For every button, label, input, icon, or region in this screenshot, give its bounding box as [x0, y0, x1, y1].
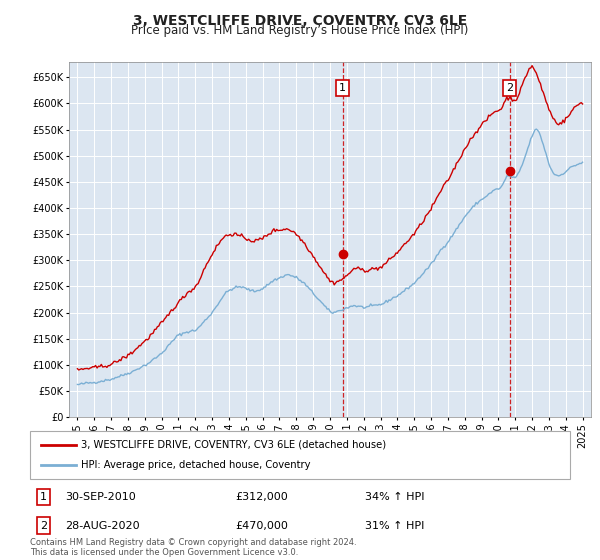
Text: 34% ↑ HPI: 34% ↑ HPI: [365, 492, 424, 502]
Text: 1: 1: [40, 492, 47, 502]
Text: 1: 1: [339, 83, 346, 93]
Text: 30-SEP-2010: 30-SEP-2010: [65, 492, 136, 502]
Text: 3, WESTCLIFFE DRIVE, COVENTRY, CV3 6LE: 3, WESTCLIFFE DRIVE, COVENTRY, CV3 6LE: [133, 14, 467, 28]
Text: Price paid vs. HM Land Registry’s House Price Index (HPI): Price paid vs. HM Land Registry’s House …: [131, 24, 469, 37]
Text: 31% ↑ HPI: 31% ↑ HPI: [365, 521, 424, 530]
Text: Contains HM Land Registry data © Crown copyright and database right 2024.
This d: Contains HM Land Registry data © Crown c…: [30, 538, 356, 557]
Text: 3, WESTCLIFFE DRIVE, COVENTRY, CV3 6LE (detached house): 3, WESTCLIFFE DRIVE, COVENTRY, CV3 6LE (…: [82, 440, 386, 450]
Text: £470,000: £470,000: [235, 521, 288, 530]
Text: 2: 2: [506, 83, 513, 93]
Text: HPI: Average price, detached house, Coventry: HPI: Average price, detached house, Cove…: [82, 460, 311, 470]
Text: £312,000: £312,000: [235, 492, 288, 502]
Text: 2: 2: [40, 521, 47, 530]
Text: 28-AUG-2020: 28-AUG-2020: [65, 521, 140, 530]
